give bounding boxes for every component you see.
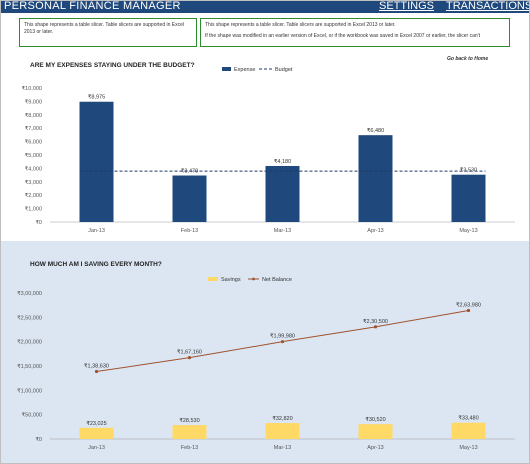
expense-bar	[172, 175, 207, 222]
savings-y-tick-label: ₹2,00,000	[17, 339, 42, 346]
savings-data-label: ₹32,820	[272, 415, 292, 422]
expense-y-tick-label: ₹9,000	[25, 98, 42, 105]
savings-data-label: ₹28,530	[179, 417, 199, 424]
savings-bar	[451, 422, 486, 439]
expense-chart: ₹0 ₹1,000 ₹2,000 ₹3,000 ₹4,000 ₹5,000 ₹6,000 ₹7…	[22, 67, 515, 234]
savings-bar	[172, 425, 207, 439]
savings-bar	[358, 424, 393, 439]
savings-x-tick-label: Jan-13	[88, 445, 105, 451]
expense-data-label: ₹3,530	[460, 167, 477, 174]
expense-x-tick-label: Feb-13	[181, 228, 198, 234]
savings-x-tick-label: Apr-13	[367, 445, 384, 451]
savings-bar	[265, 423, 300, 439]
savings-x-tick-label: Feb-13	[181, 445, 198, 451]
expense-x-tick-label: Apr-13	[367, 228, 384, 234]
net-balance-data-label: ₹2,63,980	[456, 302, 481, 309]
savings-y-tick-label: ₹0	[35, 436, 42, 443]
legend-net-balance-marker	[252, 277, 255, 281]
savings-y-tick-label: ₹3,00,000	[17, 290, 42, 297]
legend-savings-label: Savings	[221, 277, 241, 283]
net-balance-data-label: ₹1,38,630	[84, 363, 109, 370]
slicer-right-text-1: This shape represents a table slicer. Ta…	[205, 22, 396, 28]
net-balance-point	[94, 369, 99, 374]
transactions-link[interactable]: TRANSACTIONS	[446, 0, 530, 12]
slicer-placeholder-left[interactable]: This shape represents a table slicer. Ta…	[19, 18, 197, 47]
savings-x-tick-label: Mar-13	[274, 445, 291, 451]
legend-net-balance-label: Net Balance	[262, 277, 292, 283]
app-title: PERSONAL FINANCE MANAGER	[4, 0, 181, 12]
expense-y-tick-label: ₹5,000	[25, 152, 42, 159]
net-balance-point	[466, 308, 471, 313]
savings-data-label: ₹23,025	[86, 420, 106, 427]
slicer-left-text: This shape represents a table slicer. Ta…	[24, 22, 184, 35]
net-balance-point	[187, 356, 192, 360]
expense-data-label: ₹4,180	[274, 158, 291, 165]
expense-x-tick-label: Mar-13	[274, 228, 291, 234]
net-balance-data-label: ₹1,67,160	[177, 349, 202, 356]
legend-budget-label: Budget	[275, 67, 293, 73]
expense-y-tick-label: ₹7,000	[25, 125, 42, 132]
expense-y-tick-label: ₹6,000	[25, 139, 42, 146]
app-header	[0, 0, 530, 13]
settings-link[interactable]: SETTINGS	[379, 0, 435, 12]
expense-bar	[451, 174, 486, 222]
expense-chart-title: ARE MY EXPENSES STAYING UNDER THE BUDGET…	[30, 62, 195, 69]
net-balance-data-label: ₹1,99,980	[270, 333, 295, 340]
expense-y-tick-label: ₹0	[35, 219, 42, 226]
expense-y-tick-label: ₹4,000	[25, 165, 42, 172]
savings-bar	[79, 427, 114, 439]
expense-x-tick-label: May-13	[459, 228, 477, 234]
savings-x-tick-label: May-13	[459, 445, 477, 451]
expense-data-label: ₹8,975	[88, 94, 105, 101]
expense-y-tick-label: ₹1,000	[25, 206, 42, 213]
expense-bar	[358, 135, 393, 222]
expense-x-tick-label: Jan-13	[88, 228, 105, 234]
slicer-right-text-2: If the shape was modified in an earlier …	[205, 32, 480, 39]
expense-data-label: ₹6,480	[367, 127, 384, 134]
net-balance-data-label: ₹2,30,500	[363, 318, 388, 325]
savings-chart-panel: HOW MUCH AM I SAVING EVERY MONTH? ₹0 ₹50,…	[0, 241, 530, 464]
savings-y-tick-label: ₹50,000	[22, 412, 42, 419]
expense-bar	[265, 165, 300, 222]
savings-data-label: ₹30,520	[365, 416, 385, 423]
savings-y-tick-label: ₹1,00,000	[17, 387, 42, 394]
legend-expense-swatch	[222, 67, 231, 71]
expense-bar	[79, 101, 114, 222]
savings-data-label: ₹33,480	[458, 415, 478, 422]
savings-y-tick-label: ₹1,50,000	[17, 363, 42, 370]
expense-y-tick-label: ₹2,000	[25, 192, 42, 199]
savings-chart: ₹0 ₹50,000 ₹1,00,000 ₹1,50,000 ₹2,00,000 ₹2,5…	[17, 277, 515, 451]
net-balance-point	[280, 340, 285, 344]
savings-y-tick-label: ₹2,50,000	[17, 314, 42, 321]
expense-y-tick-label: ₹8,000	[25, 112, 42, 119]
home-hint[interactable]: Go back to Home	[447, 56, 489, 62]
savings-chart-title: HOW MUCH AM I SAVING EVERY MONTH?	[30, 261, 162, 268]
legend-savings-swatch	[208, 277, 218, 281]
expense-y-tick-label: ₹10,000	[22, 85, 42, 92]
expense-chart-panel: ARE MY EXPENSES STAYING UNDER THE BUDGET…	[0, 53, 530, 241]
expense-y-tick-label: ₹3,000	[25, 179, 42, 186]
slicer-placeholder-right[interactable]: This shape represents a table slicer. Ta…	[200, 18, 510, 47]
legend-expense-label: Expense	[234, 67, 255, 73]
net-balance-point	[373, 325, 378, 329]
